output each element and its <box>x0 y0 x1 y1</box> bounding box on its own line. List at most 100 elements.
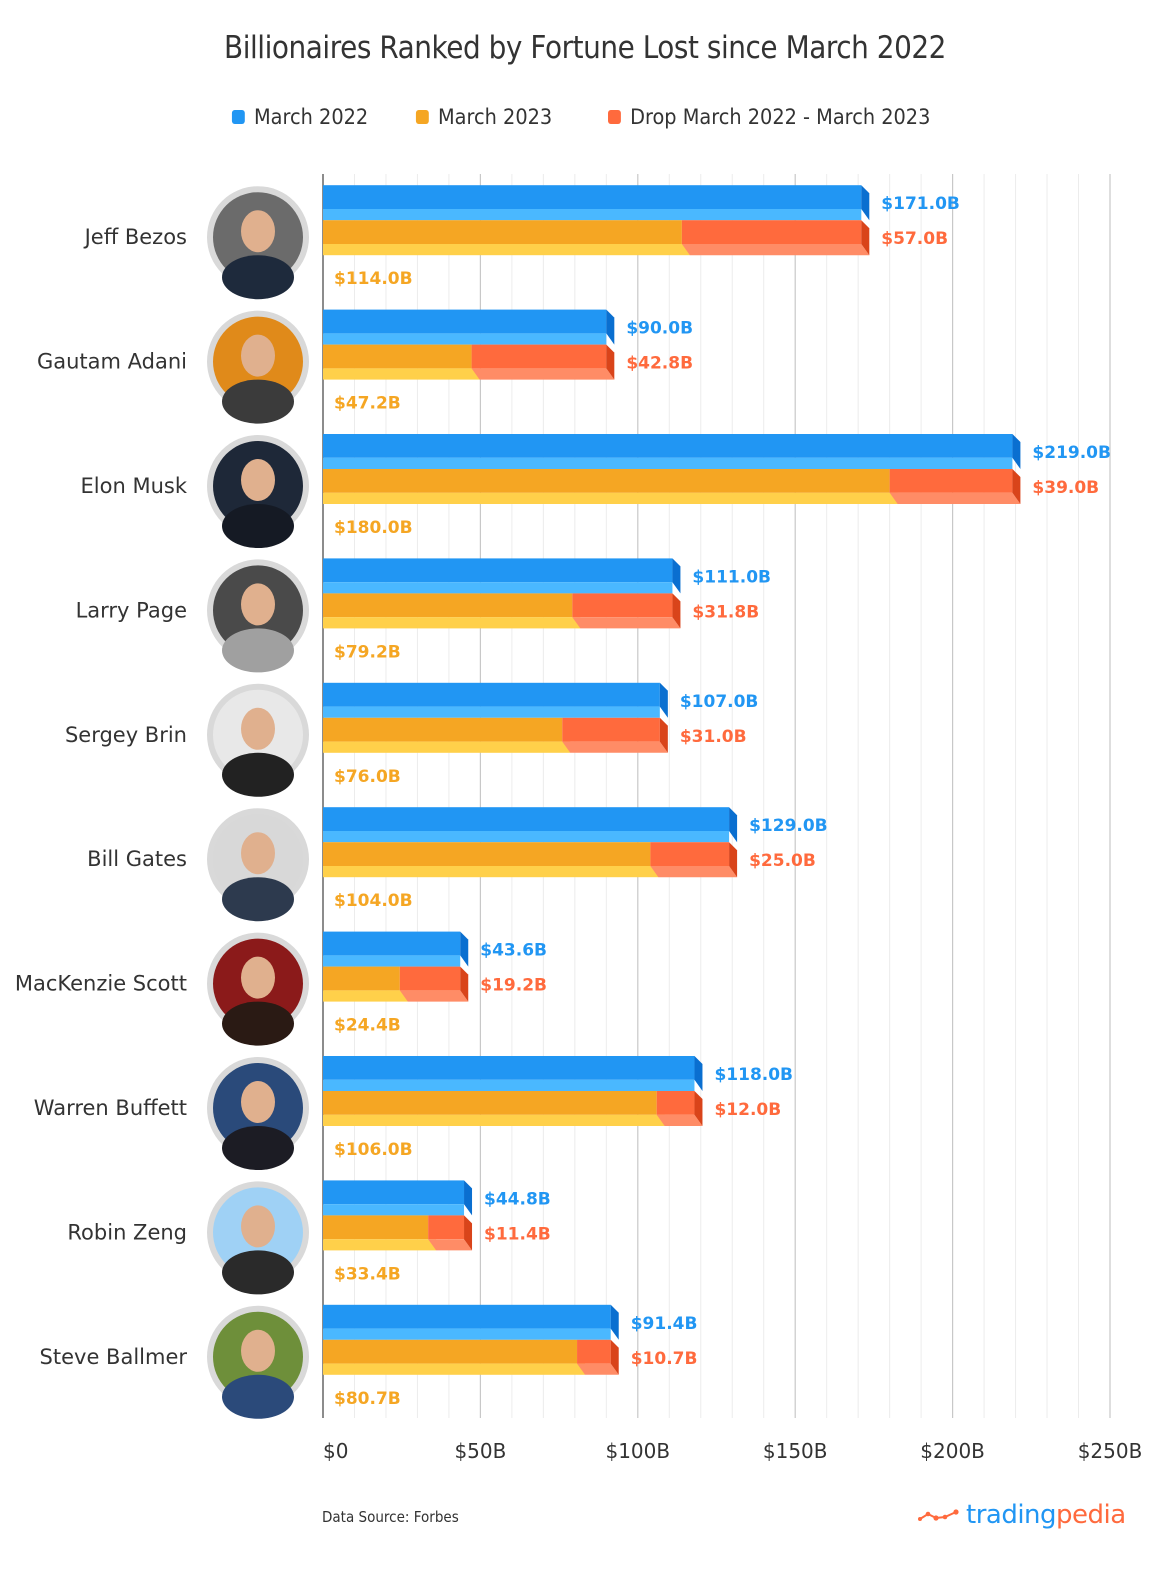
category-label: Bill Gates <box>87 847 187 871</box>
bar-march-2022 <box>323 1056 695 1080</box>
data-label-drop: $25.0B <box>749 851 816 871</box>
bar-drop-shade <box>562 741 668 753</box>
tradingpedia-logo: tradingpedia <box>918 1500 1126 1530</box>
bar-drop-side <box>1012 469 1021 504</box>
bar-march-2022-side <box>729 807 738 843</box>
logo-text-trading: trading <box>966 1500 1057 1530</box>
bar-march-2022-shade <box>323 209 862 221</box>
bar-march-2022 <box>323 807 730 831</box>
data-label-drop: $42.8B <box>626 354 693 374</box>
category-label: Larry Page <box>76 598 187 622</box>
bar-march-2023 <box>323 344 472 369</box>
bar-march-2022 <box>323 185 862 209</box>
legend-swatch-orange <box>415 110 429 124</box>
bar-march-2023-shade <box>323 1239 437 1251</box>
bar-drop-side <box>861 220 870 256</box>
legend-item-march-2022: March 2022 <box>231 105 368 129</box>
bar-drop-shade <box>577 1363 619 1375</box>
data-label-drop: $19.2B <box>480 976 547 996</box>
legend-item-march-2023: March 2023 <box>415 105 553 129</box>
bar-march-2022-shade <box>323 1204 465 1216</box>
data-label-march-2022: $171.0B <box>881 194 960 214</box>
category-label: Warren Buffett <box>34 1096 187 1120</box>
bar-march-2022 <box>323 434 1013 458</box>
bar-march-2022 <box>323 931 461 956</box>
avatar-face <box>241 583 275 626</box>
bar-drop-shade <box>681 244 870 256</box>
x-tick-label: $250B <box>1078 1439 1143 1463</box>
category-label: Sergey Brin <box>65 723 187 747</box>
avatar-face <box>241 1329 275 1372</box>
bar-drop <box>889 469 1013 493</box>
x-tick-label: $150B <box>763 1439 828 1463</box>
bar-drop <box>399 966 461 991</box>
bar-march-2023 <box>323 966 400 991</box>
bar-march-2022-side <box>610 1304 619 1340</box>
data-source: Data Source: Forbes <box>322 1508 459 1526</box>
bar-march-2023-shade <box>323 492 898 504</box>
bar-drop-shade <box>650 866 738 878</box>
avatar-body <box>222 1250 294 1295</box>
bar-drop-side <box>729 842 738 878</box>
bar-march-2023 <box>323 1091 657 1115</box>
avatar-body <box>222 379 294 424</box>
bar-march-2023-shade <box>323 617 581 629</box>
data-label-drop: $57.0B <box>881 229 948 249</box>
bar-drop-side <box>464 1215 473 1251</box>
bar-march-2022-shade <box>323 1079 695 1091</box>
bar-march-2022-shade <box>323 955 461 967</box>
bar-march-2023 <box>323 1339 578 1364</box>
data-label-march-2023: $106.0B <box>334 1140 413 1160</box>
avatar-face <box>241 210 275 253</box>
data-label-march-2022: $90.0B <box>626 319 693 339</box>
bar-drop-shade <box>572 617 681 629</box>
legend-swatch-blue <box>231 110 245 124</box>
data-label-march-2022: $111.0B <box>692 567 771 587</box>
avatar-body <box>222 1001 294 1046</box>
avatar-face <box>241 1205 275 1248</box>
bar-drop <box>650 842 730 866</box>
bar-march-2022-shade <box>323 706 660 718</box>
data-label-drop: $39.0B <box>1032 478 1099 498</box>
bar-march-2022-shade <box>323 333 607 345</box>
bar-march-2022-shade <box>323 831 730 843</box>
bar-march-2023-shade <box>323 1363 586 1375</box>
avatar-body <box>222 1374 294 1419</box>
data-label-march-2022: $44.8B <box>484 1189 551 1209</box>
logo-text-pedia: pedia <box>1056 1500 1126 1530</box>
avatar-body <box>222 628 294 673</box>
category-label: Steve Ballmer <box>40 1345 188 1369</box>
bar-drop <box>681 220 862 244</box>
bar-march-2022-side <box>659 682 668 718</box>
data-label-march-2022: $219.0B <box>1032 443 1111 463</box>
avatar-face <box>241 956 275 999</box>
legend-swatch-red <box>607 110 621 124</box>
x-tick-label: $100B <box>605 1439 670 1463</box>
bar-march-2022-side <box>606 309 615 345</box>
bar-drop <box>471 344 607 369</box>
legend-label: March 2022 <box>253 105 368 129</box>
bar-march-2023-shade <box>323 741 571 753</box>
data-label-drop: $11.4B <box>484 1224 551 1244</box>
bar-march-2022-side <box>1012 434 1021 469</box>
bar-drop <box>577 1339 611 1364</box>
legend-label: Drop March 2022 - March 2023 <box>630 105 931 129</box>
x-tick-label: $50B <box>454 1439 506 1463</box>
bar-march-2022-side <box>672 558 681 594</box>
legend-label: March 2023 <box>437 105 553 129</box>
data-label-march-2022: $43.6B <box>480 941 547 961</box>
bar-march-2023 <box>323 469 890 493</box>
bar-drop-side <box>606 344 615 380</box>
avatar-body <box>222 504 294 548</box>
bar-drop-side <box>610 1339 619 1375</box>
bar-drop-shade <box>399 990 469 1002</box>
bar-drop <box>656 1091 695 1115</box>
category-label: Jeff Bezos <box>83 225 187 249</box>
bar-march-2023 <box>323 717 563 742</box>
x-tick-label: $0 <box>323 1439 348 1463</box>
bar-march-2022-side <box>861 185 870 221</box>
legend-item-drop: Drop March 2022 - March 2023 <box>607 105 931 129</box>
data-label-march-2022: $118.0B <box>714 1065 793 1085</box>
bar-march-2022-side <box>694 1056 703 1091</box>
